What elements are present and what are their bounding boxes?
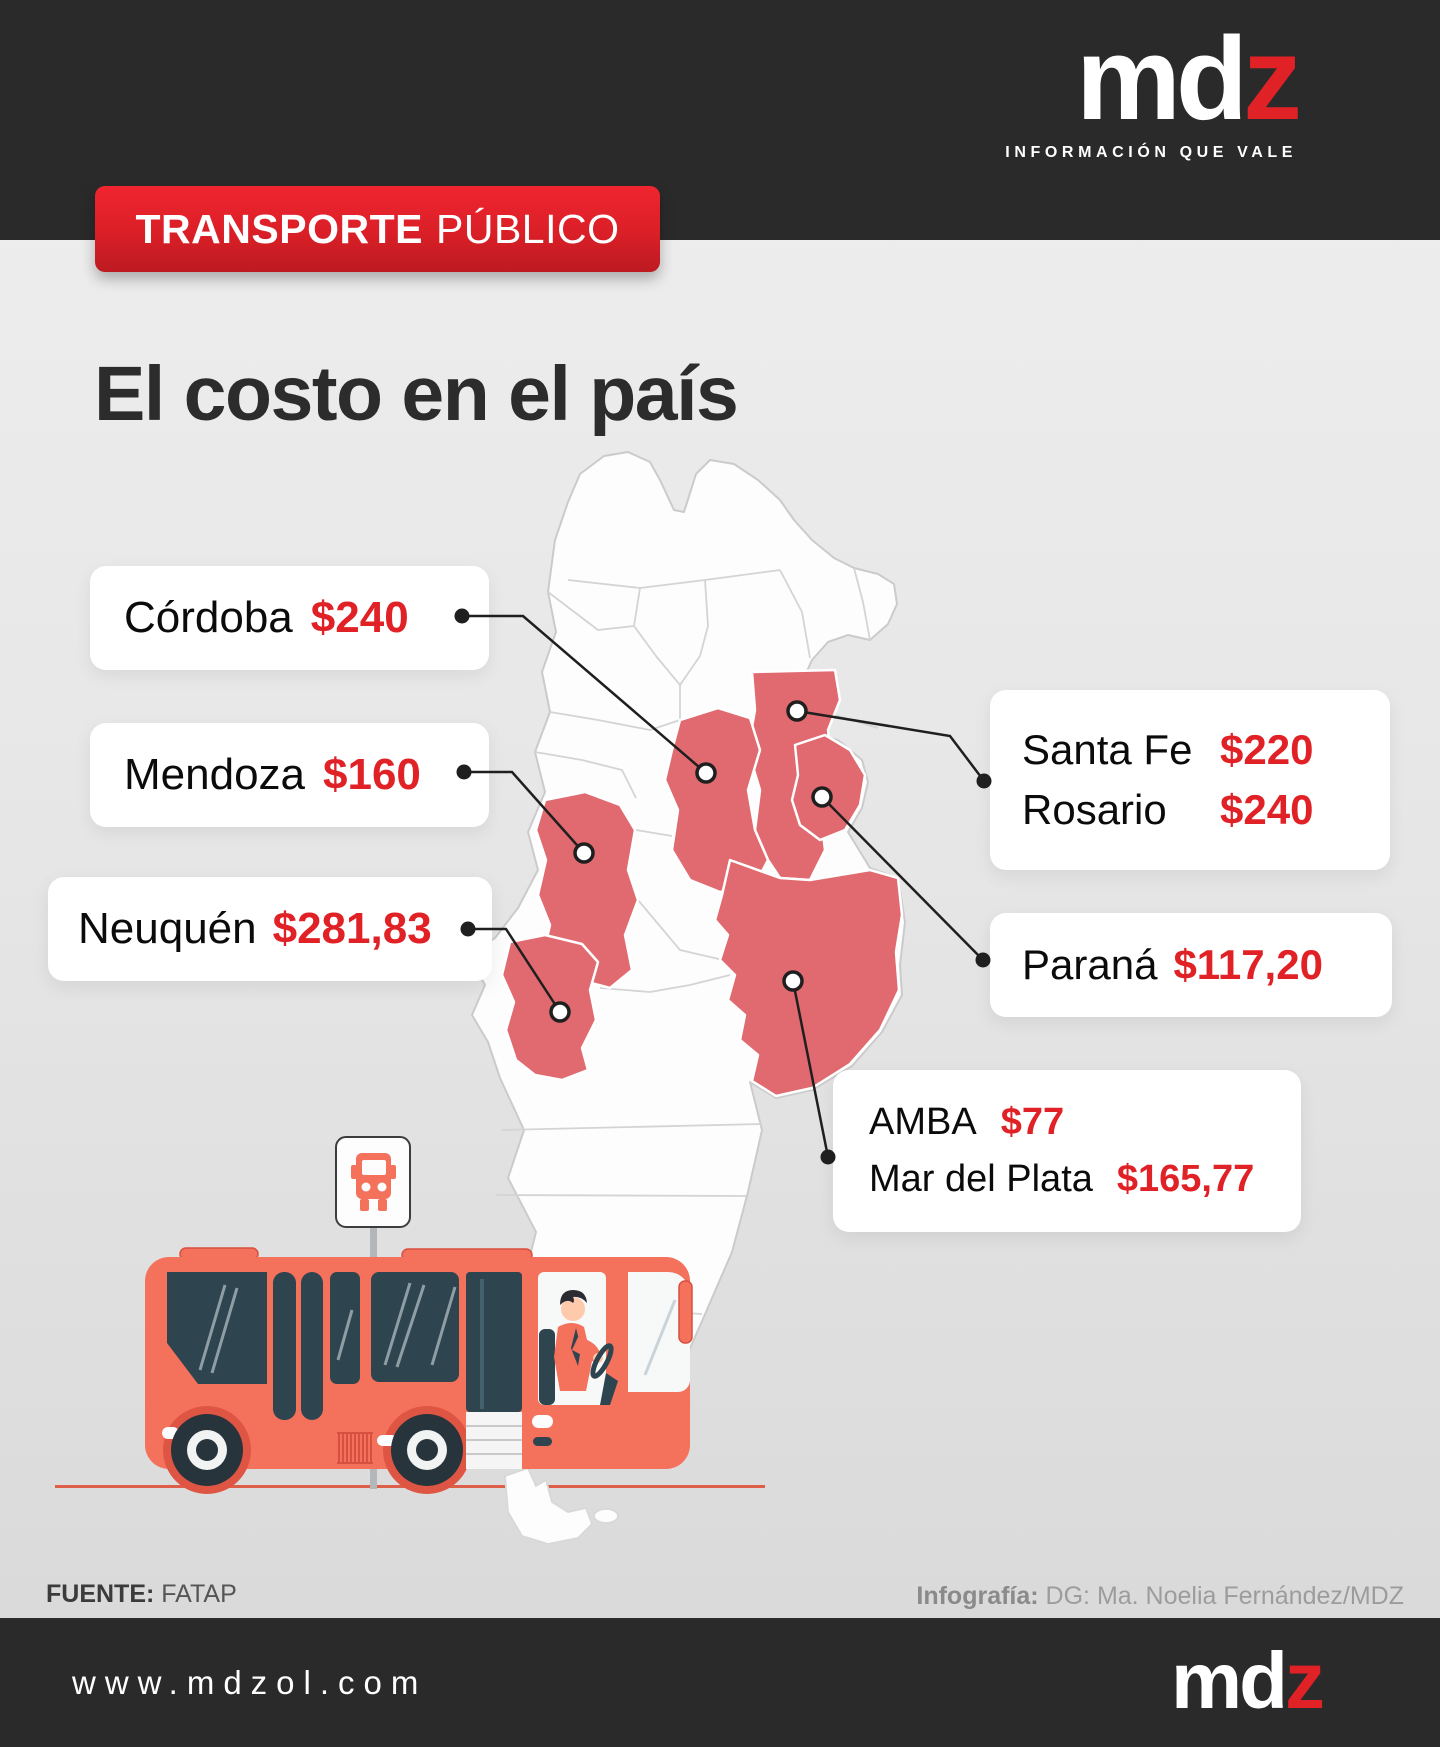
map-province-neuquen — [500, 933, 600, 1082]
section-badge: TRANSPORTE PÚBLICO — [95, 186, 660, 272]
mdz-logo-wordmark: mdz — [1005, 17, 1302, 142]
bus-grille — [337, 1432, 373, 1464]
label-parana: Paraná $117,20 — [990, 913, 1392, 1017]
label-mendoza-name: Mendoza — [124, 750, 306, 799]
bus-headlight — [532, 1415, 553, 1428]
label-rosario-row: Rosario $240 — [1022, 786, 1313, 834]
mdz-logo: mdz INFORMACIÓN QUE VALE — [1005, 17, 1302, 162]
credit-note: Infografía: DG: Ma. Noelia Fernández/MDZ — [916, 1582, 1404, 1611]
credit-label: Infografía: — [916, 1582, 1039, 1610]
label-parana-price: $117,20 — [1173, 941, 1323, 988]
credit-value: DG: Ma. Noelia Fernández/MDZ — [1045, 1582, 1404, 1610]
label-mendoza-price: $160 — [323, 750, 421, 799]
label-santafe-price: $220 — [1220, 726, 1314, 773]
label-rosario-price: $240 — [1220, 786, 1314, 833]
label-cordoba: Córdoba $240 — [90, 566, 489, 670]
bottom-bar: www.mdzol.com mdz — [0, 1618, 1440, 1747]
bus-body — [145, 1247, 693, 1494]
label-neuquen-name: Neuquén — [78, 904, 257, 953]
label-neuquen-price: $281,83 — [272, 904, 432, 953]
bus-front-door-wing — [678, 1280, 693, 1344]
badge-bold-text: TRANSPORTE — [135, 205, 423, 252]
label-santafe-name: Santa Fe — [1022, 726, 1193, 773]
bus-rear-window — [167, 1272, 267, 1384]
label-cordoba-price: $240 — [310, 593, 409, 642]
label-mendoza: Mendoza $160 — [90, 723, 489, 827]
map-highlighted-provinces — [500, 668, 904, 1098]
bus-front-wheel — [391, 1414, 463, 1486]
label-amba-name: AMBA — [869, 1101, 977, 1143]
bus-rear-wheel — [171, 1414, 243, 1486]
badge-light-text: PÚBLICO — [435, 205, 620, 252]
mdz-logo-z: z — [1243, 13, 1302, 145]
bus-front-door-opening — [466, 1272, 522, 1412]
bus-side-window — [330, 1272, 360, 1384]
mdz-logo-md: md — [1076, 13, 1248, 145]
source-value: FATAP — [161, 1580, 237, 1608]
label-mardelplata-price: $165,77 — [1116, 1158, 1255, 1200]
label-mardelplata-row: Mar del Plata $165,77 — [869, 1158, 1254, 1201]
label-rosario-name: Rosario — [1022, 786, 1167, 833]
label-neuquen: Neuquén $281,83 — [48, 877, 492, 981]
mdz-logo-small-z: z — [1285, 1635, 1325, 1725]
label-mardelplata-name: Mar del Plata — [869, 1158, 1093, 1200]
label-cordoba-name: Córdoba — [124, 593, 293, 642]
bus-side-window — [371, 1272, 459, 1382]
map-province-entre-rios — [790, 733, 867, 842]
source-label: FUENTE: — [46, 1580, 155, 1608]
map-tierra-del-fuego — [504, 1466, 619, 1545]
bus-icon — [351, 1153, 396, 1211]
page-title: El costo en el país — [94, 350, 739, 437]
source-note: FUENTE: FATAP — [46, 1580, 237, 1609]
mdz-tagline: INFORMACIÓN QUE VALE — [1005, 143, 1297, 161]
label-santafe-rosario: Santa Fe $220 Rosario $240 — [990, 690, 1390, 870]
label-parana-name: Paraná — [1022, 941, 1158, 988]
bus-door-pane — [301, 1272, 323, 1420]
website-url: www.mdzol.com — [72, 1663, 428, 1701]
label-amba-mardelplata: AMBA $77 Mar del Plata $165,77 — [833, 1070, 1301, 1232]
bus-driver — [539, 1290, 618, 1405]
label-santafe-row: Santa Fe $220 — [1022, 726, 1313, 774]
mdz-logo-small-md: md — [1171, 1635, 1288, 1725]
bus-illustration — [145, 1136, 693, 1494]
label-amba-row: AMBA $77 — [869, 1101, 1064, 1144]
bus-door-steps — [466, 1412, 522, 1469]
label-amba-price: $77 — [1000, 1101, 1065, 1143]
mdz-logo-small: mdz — [1171, 1635, 1325, 1727]
bus-door-pane — [273, 1272, 296, 1420]
